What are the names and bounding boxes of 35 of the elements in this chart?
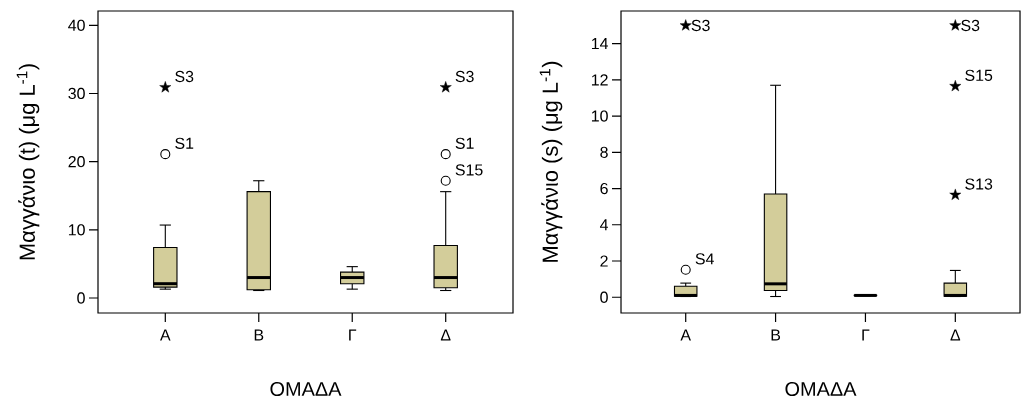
y-tick-label: 4 xyxy=(599,219,609,231)
x-tick-label: Β xyxy=(771,329,781,341)
y-tick-label: 30 xyxy=(68,87,85,100)
annotation: S1 xyxy=(175,137,194,149)
y-tick-label: 14 xyxy=(591,38,609,50)
annotation: S15 xyxy=(455,164,483,176)
y-tick-label: 10 xyxy=(591,110,608,122)
y-tick-label: 40 xyxy=(68,19,85,31)
annotation: S1 xyxy=(455,137,474,149)
annotation: S15 xyxy=(965,69,993,81)
x-tick-label: Γ xyxy=(862,329,870,341)
annotation: S3 xyxy=(455,70,474,83)
annotation: S4 xyxy=(695,253,714,265)
x-tick-label: Γ xyxy=(349,329,357,341)
annotation: S3 xyxy=(961,19,980,32)
x-tick-label: Α xyxy=(160,329,171,341)
y-tick-label: 10 xyxy=(68,224,85,236)
y-tick-label: 6 xyxy=(600,182,608,195)
annotation: S3 xyxy=(691,19,710,32)
y-tick-label: 0 xyxy=(600,291,608,303)
y-axis-title: Μαγγάνιο (t) (μg L$^{-1}$) xyxy=(16,64,40,260)
x-tick-label: Α xyxy=(680,329,691,341)
x-tick-label: Δ xyxy=(440,329,451,341)
y-tick-label: 20 xyxy=(68,156,85,168)
annotation: S13 xyxy=(965,178,993,190)
x-axis-title: ΟΜΑΔΑ xyxy=(785,381,857,397)
x-tick-label: Δ xyxy=(950,329,961,341)
y-axis-title: Μαγγάνιο (s) (μg L$^{-1}$) xyxy=(539,61,563,262)
x-tick-label: Β xyxy=(254,329,264,341)
y-tick-label: 12 xyxy=(591,74,608,86)
y-tick-label: 8 xyxy=(600,146,608,158)
annotation: S3 xyxy=(175,70,194,83)
y-tick-label: 2 xyxy=(600,255,608,267)
x-axis-title: ΟΜΑΔΑ xyxy=(270,381,342,397)
y-tick-label: 0 xyxy=(77,292,85,304)
